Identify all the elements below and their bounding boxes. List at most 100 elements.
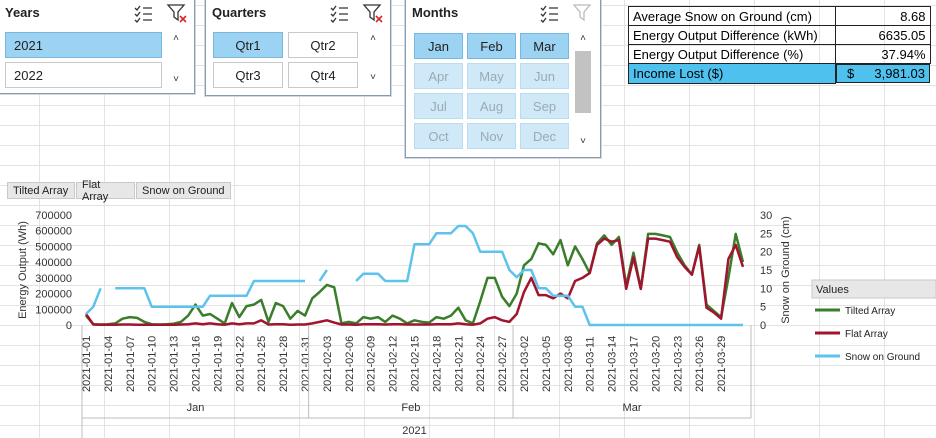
quarter-button-qtr2[interactable]: Qtr2 xyxy=(288,32,358,58)
scroll-down-icon[interactable]: ˅ xyxy=(580,136,586,147)
year-button-2021[interactable]: 2021 xyxy=(5,32,162,58)
kpi-value[interactable]: 37.94% xyxy=(835,44,931,64)
x-tick-label: 2021-01-19 xyxy=(212,336,224,392)
legend-entry: Tilted Array xyxy=(845,306,895,317)
x-tick-label: 2021-02-24 xyxy=(475,336,487,392)
quarters-slicer[interactable]: Quarters ˄ ˅ Qtr1 Qtr2 Qtr3 Qtr4 xyxy=(205,0,391,96)
clear-filter-icon[interactable] xyxy=(166,2,188,24)
month-button-aug[interactable]: Aug xyxy=(467,93,516,119)
multi-select-icon[interactable] xyxy=(328,2,350,24)
scroll-up-icon[interactable]: ˄ xyxy=(173,33,179,44)
legend-title-box xyxy=(811,279,936,299)
x-tick-label: 2021-03-02 xyxy=(519,336,531,392)
kpi-row: Average Snow on Ground (cm) 8.68 xyxy=(628,6,931,26)
scroll-up-icon[interactable]: ˄ xyxy=(580,33,586,44)
x-tick-label: 2021-01-01 xyxy=(81,336,93,392)
x-tick-label: 2021-02-21 xyxy=(453,336,465,392)
chart-legend: Values Tilted Array Flat Array Snow on Grou… xyxy=(811,279,936,363)
scroll-down-icon[interactable]: ˅ xyxy=(173,74,179,85)
multi-select-icon[interactable] xyxy=(538,2,560,24)
x-tick-label: 2021-01-04 xyxy=(103,336,115,392)
x-tick-label: 2021-02-15 xyxy=(410,336,422,392)
clear-filter-icon[interactable] xyxy=(362,2,384,24)
x-tick-label: 2021-02-06 xyxy=(344,336,356,392)
x-tick-label: 2021-01-28 xyxy=(278,336,290,392)
month-button-may[interactable]: May xyxy=(467,63,516,89)
currency-symbol: $ xyxy=(847,66,855,81)
months-scrollbar[interactable]: ˄ ˅ xyxy=(574,31,592,155)
years-slicer[interactable]: Years ˄ ˅ 2021 2022 xyxy=(0,0,195,94)
kpi-amount: 3,981.03 xyxy=(874,66,925,81)
kpi-value[interactable]: 6635.05 xyxy=(835,25,931,45)
month-button-oct[interactable]: Oct xyxy=(414,123,463,149)
scrollbar-thumb[interactable] xyxy=(575,51,591,113)
series-line-flat-array xyxy=(84,237,745,326)
x-tick-label: 2021-02-12 xyxy=(388,336,400,392)
multi-select-icon[interactable] xyxy=(132,2,154,24)
month-button-nov[interactable]: Nov xyxy=(467,123,516,149)
kpi-value[interactable]: $3,981.03 xyxy=(836,64,930,83)
x-tick-label: 2021-01-07 xyxy=(125,336,137,392)
x-tick-label: 2021-01-22 xyxy=(234,336,246,392)
kpi-label[interactable]: Energy Output Difference (%) xyxy=(628,44,836,64)
scroll-down-icon[interactable]: ˅ xyxy=(370,72,376,83)
legend-entry: Snow on Ground xyxy=(845,352,920,363)
y2-tick-label: 10 xyxy=(760,283,772,295)
x-tick-label: 2021-02-03 xyxy=(322,336,334,392)
month-button-mar[interactable]: Mar xyxy=(520,33,569,59)
quarter-button-qtr4[interactable]: Qtr4 xyxy=(288,62,358,88)
kpi-row: Energy Output Difference (%) 37.94% xyxy=(628,44,931,64)
y2-tick-label: 25 xyxy=(760,228,772,240)
scroll-up-icon[interactable]: ˄ xyxy=(370,33,376,44)
quarter-button-qtr1[interactable]: Qtr1 xyxy=(213,32,283,58)
kpi-label[interactable]: Average Snow on Ground (cm) xyxy=(628,6,836,26)
month-group-label: Mar xyxy=(623,402,642,414)
kpi-label[interactable]: Energy Output Difference (kWh) xyxy=(628,25,836,45)
x-tick-label: 2021-03-08 xyxy=(563,336,575,392)
kpi-label[interactable]: Income Lost ($) xyxy=(628,63,836,84)
x-tick-label: 2021-03-23 xyxy=(672,336,684,392)
x-tick-label: 2021-01-13 xyxy=(169,336,181,392)
x-tick-label: 2021-03-26 xyxy=(694,336,706,392)
x-tick-label: 2021-02-09 xyxy=(366,336,378,392)
month-button-apr[interactable]: Apr xyxy=(414,63,463,89)
x-tick-label: 2021-03-05 xyxy=(541,336,553,392)
quarter-button-qtr3[interactable]: Qtr3 xyxy=(213,62,283,88)
years-slicer-title: Years xyxy=(5,5,40,20)
x-tick-label: 2021-03-20 xyxy=(650,336,662,392)
y-tick-label: 400000 xyxy=(35,257,72,269)
x-tick-label: 2021-03-14 xyxy=(607,336,619,392)
x-tick-label: 2021-02-18 xyxy=(431,336,443,392)
clear-filter-icon[interactable] xyxy=(572,2,594,24)
y2-tick-label: 5 xyxy=(760,302,766,314)
years-scrollbar[interactable]: ˄ ˅ xyxy=(167,31,185,91)
month-button-sep[interactable]: Sep xyxy=(520,93,569,119)
y2-tick-label: 30 xyxy=(760,210,772,222)
x-tick-label: 2021-01-16 xyxy=(191,336,203,392)
month-button-jan[interactable]: Jan xyxy=(414,33,463,59)
y2-axis-title: Snow on Ground (cm) xyxy=(780,216,792,324)
x-axis-grouping: Jan Feb Mar 2021 xyxy=(81,325,752,438)
months-slicer[interactable]: Months ˄ ˅ Jan Feb Mar Apr May Jun Jul Aug Sep Oc… xyxy=(405,0,601,158)
y-tick-label: 100000 xyxy=(35,304,72,316)
field-button-tilted-array[interactable]: Tilted Array xyxy=(7,182,75,199)
month-button-jul[interactable]: Jul xyxy=(414,93,463,119)
y-tick-label: 300000 xyxy=(35,273,72,285)
quarters-slicer-title: Quarters xyxy=(212,5,267,20)
x-tick-label: 2021-01-31 xyxy=(300,336,312,392)
month-button-dec[interactable]: Dec xyxy=(520,123,569,149)
quarters-scrollbar[interactable]: ˄ ˅ xyxy=(364,31,382,91)
x-tick-label: 2021-01-25 xyxy=(256,336,268,392)
x-tick-label: 2021-03-29 xyxy=(716,336,728,392)
months-slicer-title: Months xyxy=(412,5,459,20)
y2-tick-label: 0 xyxy=(760,320,766,332)
field-button-snow-on-ground[interactable]: Snow on Ground xyxy=(136,182,231,199)
x-tick-label: 2021-03-17 xyxy=(629,336,641,392)
month-button-feb[interactable]: Feb xyxy=(467,33,516,59)
year-button-2022[interactable]: 2022 xyxy=(5,62,162,88)
kpi-row: Energy Output Difference (kWh) 6635.05 xyxy=(628,25,931,45)
series-line-tilted-array xyxy=(85,232,745,326)
x-tick-label: 2021-01-10 xyxy=(147,336,159,392)
month-button-jun[interactable]: Jun xyxy=(520,63,569,89)
